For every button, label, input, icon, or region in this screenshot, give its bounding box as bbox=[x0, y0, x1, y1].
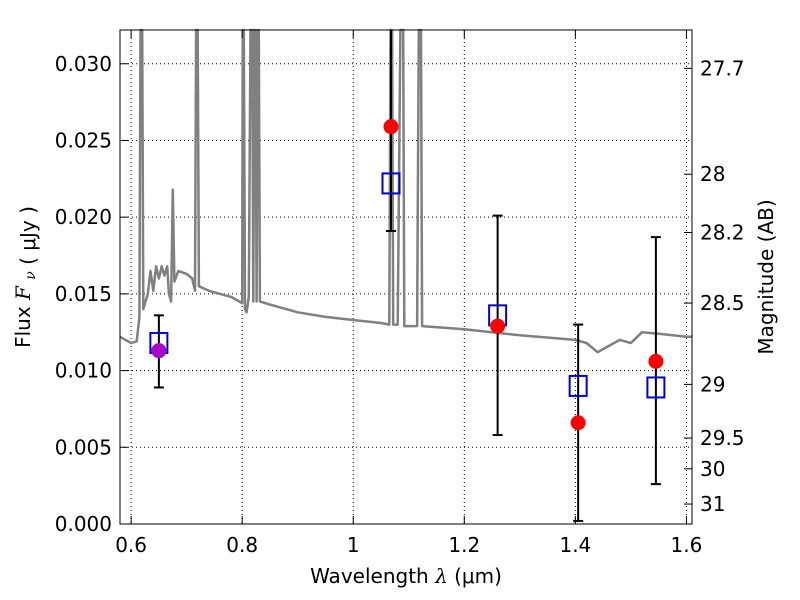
spectrum-layer bbox=[119, 28, 692, 354]
right-tick-label: 31 bbox=[700, 492, 725, 516]
y-tick-label: 0.030 bbox=[55, 52, 112, 76]
right-tick-label: 28.2 bbox=[700, 221, 745, 245]
y-tick-label: 0.000 bbox=[55, 512, 112, 536]
x-axis-label: Wavelength λ (μm) bbox=[310, 564, 502, 588]
plot-frame bbox=[119, 29, 693, 525]
y-axis-label: Flux F ν ( μJy ) bbox=[11, 206, 40, 348]
model-point bbox=[646, 376, 666, 399]
y-tick-label: 0.015 bbox=[55, 282, 112, 306]
x-tick-label: 1.4 bbox=[559, 533, 591, 557]
x-tick-label: 0.6 bbox=[115, 533, 147, 557]
observed-point bbox=[648, 353, 664, 369]
model-points-layer bbox=[149, 172, 666, 399]
observed-point bbox=[490, 318, 506, 334]
grid bbox=[120, 30, 692, 525]
model-point bbox=[381, 172, 401, 195]
x-tick-label: 1.6 bbox=[671, 533, 703, 557]
x-tick-label: 0.8 bbox=[226, 533, 258, 557]
x-tick-label: 1.2 bbox=[448, 533, 480, 557]
y-tick-label: 0.005 bbox=[55, 435, 112, 459]
observed-points-layer bbox=[151, 119, 664, 431]
y-tick-label: 0.025 bbox=[55, 128, 112, 152]
right-tick-label: 29.5 bbox=[700, 426, 745, 450]
spectrum-line bbox=[119, 28, 692, 354]
model-point bbox=[568, 374, 588, 397]
observed-point bbox=[383, 119, 399, 135]
right-tick-label: 28.5 bbox=[700, 291, 745, 315]
right-tick-label: 27.7 bbox=[700, 56, 745, 80]
y-tick-label: 0.020 bbox=[55, 205, 112, 229]
y-tick-label: 0.010 bbox=[55, 359, 112, 383]
right-tick-label: 28 bbox=[700, 162, 725, 186]
observed-point bbox=[570, 415, 586, 431]
right-axis-label: Magnitude (AB) bbox=[754, 199, 778, 354]
right-tick-label: 29 bbox=[700, 372, 725, 396]
right-tick-label: 30 bbox=[700, 457, 725, 481]
observed-point bbox=[151, 343, 167, 359]
x-tick-label: 1 bbox=[347, 533, 360, 557]
ticks: 0.6 0.8 1 1.2 1.4 1.6 0.000 0.005 0.010 0.015 0.02… bbox=[55, 30, 745, 557]
